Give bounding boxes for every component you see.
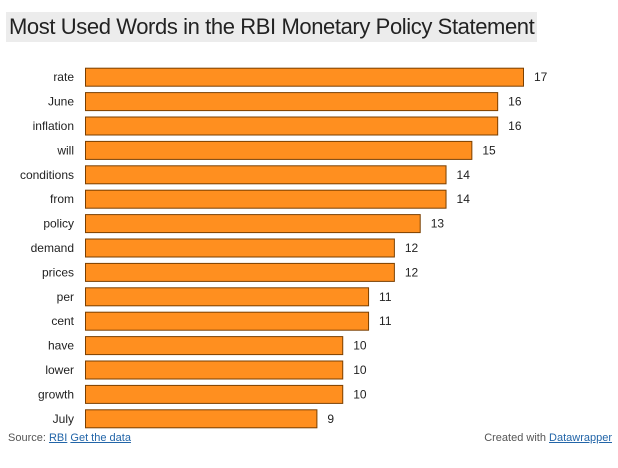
value-label-rate: 17 xyxy=(534,70,548,84)
value-label-lower: 10 xyxy=(353,363,367,377)
value-label-from: 14 xyxy=(457,192,471,206)
value-label-will: 15 xyxy=(482,143,496,157)
category-label-inflation: inflation xyxy=(33,119,74,133)
chart-title: Most Used Words in the RBI Monetary Poli… xyxy=(6,12,538,42)
category-label-from: from xyxy=(50,192,74,206)
category-label-have: have xyxy=(48,339,74,353)
value-label-inflation: 16 xyxy=(508,119,522,133)
bar-lower[interactable] xyxy=(85,360,344,380)
bar-per[interactable] xyxy=(85,287,370,307)
value-label-conditions: 14 xyxy=(457,168,471,182)
value-label-growth: 10 xyxy=(353,387,367,401)
created-with-label: Created with xyxy=(484,432,546,444)
category-label-cent: cent xyxy=(51,314,74,328)
category-label-conditions: conditions xyxy=(20,168,74,182)
value-label-june: 16 xyxy=(508,95,522,109)
category-label-demand: demand xyxy=(31,241,74,255)
source-label: Source: xyxy=(8,432,46,444)
category-label-lower: lower xyxy=(45,363,74,377)
category-label-growth: growth xyxy=(38,387,74,401)
bar-from[interactable] xyxy=(85,189,447,209)
footer-source: Source: RBI Get the data xyxy=(8,432,131,444)
value-label-prices: 12 xyxy=(405,265,419,279)
value-label-policy: 13 xyxy=(431,217,445,231)
value-label-per: 11 xyxy=(379,290,392,304)
value-label-have: 10 xyxy=(353,339,367,353)
bar-chart: rate 17 June 16 inflation 16 will 15 conditions 1… xyxy=(20,67,548,429)
category-label-rate: rate xyxy=(53,70,74,84)
source-link[interactable]: RBI xyxy=(48,432,68,444)
category-label-prices: prices xyxy=(42,265,74,279)
category-label-per: per xyxy=(57,290,74,304)
bar-policy[interactable] xyxy=(85,214,421,234)
bar-june[interactable] xyxy=(85,92,499,112)
bar-prices[interactable] xyxy=(85,262,395,282)
get-data-link[interactable]: Get the data xyxy=(70,432,131,444)
bar-have[interactable] xyxy=(85,336,344,356)
category-label-policy: policy xyxy=(43,217,74,231)
value-label-demand: 12 xyxy=(405,241,419,255)
bar-inflation[interactable] xyxy=(85,116,499,136)
bar-will[interactable] xyxy=(85,140,473,160)
category-label-june: June xyxy=(48,95,74,109)
bar-conditions[interactable] xyxy=(85,165,447,185)
bar-demand[interactable] xyxy=(85,238,395,258)
value-label-cent: 11 xyxy=(379,314,392,328)
value-label-july: 9 xyxy=(327,412,334,426)
bar-july[interactable] xyxy=(85,409,318,429)
category-label-will: will xyxy=(56,143,74,157)
bar-rate[interactable] xyxy=(85,67,524,87)
datawrapper-link[interactable]: Datawrapper xyxy=(549,432,612,444)
category-label-july: July xyxy=(53,412,74,426)
bar-growth[interactable] xyxy=(85,384,344,404)
footer-credit: Created with Datawrapper xyxy=(484,432,612,444)
bar-cent[interactable] xyxy=(85,311,370,331)
